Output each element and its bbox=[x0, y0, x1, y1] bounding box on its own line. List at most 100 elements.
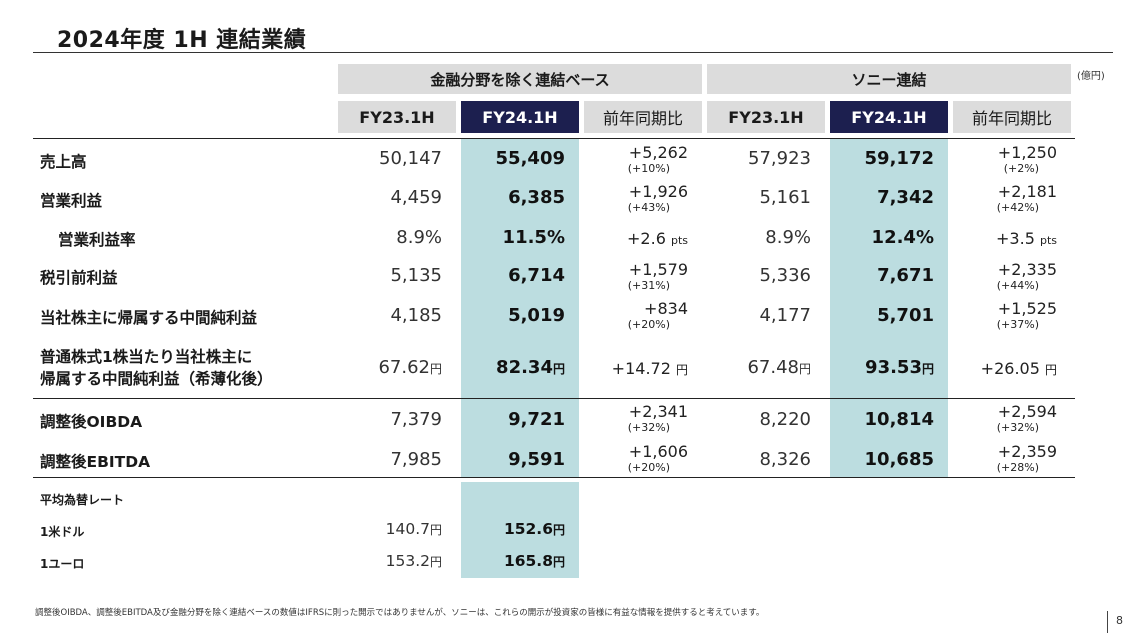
row-label-net-income: 当社株主に帰属する中間純利益 bbox=[40, 309, 258, 327]
fx-eur-curr: 165.8円 bbox=[461, 552, 565, 570]
cell-value: 4,177 bbox=[759, 305, 811, 326]
cell-diff: +1,926 (+43%) bbox=[584, 182, 688, 215]
row-label-adjusted-oibda: 調整後OIBDA bbox=[40, 413, 143, 431]
diff-value: +1,579 bbox=[628, 260, 688, 279]
diff-value: +14.72 bbox=[611, 359, 671, 378]
cell-value: 67.62円 bbox=[338, 357, 442, 378]
cell-value: 93.53円 bbox=[830, 357, 934, 378]
diff-percent: (+10%) bbox=[627, 162, 670, 175]
cell-value: 67.48円 bbox=[707, 357, 811, 378]
cell-value: 9,721 bbox=[508, 409, 565, 430]
diff-percent: (+20%) bbox=[627, 461, 670, 474]
cell-diff: +26.05 円 bbox=[953, 359, 1057, 378]
yen-unit: 円 bbox=[552, 555, 565, 569]
diff-value: +1,926 bbox=[628, 182, 688, 201]
fx-usd-prev: 140.7円 bbox=[338, 520, 442, 538]
pts-unit: pts bbox=[1039, 234, 1057, 247]
yen-unit: 円 bbox=[429, 555, 442, 569]
yen-unit: 円 bbox=[429, 362, 442, 376]
diff-value: +3.5 bbox=[996, 229, 1035, 248]
cell-value: 50,147 bbox=[379, 148, 442, 169]
diff-percent: (+43%) bbox=[627, 201, 670, 214]
fx-eur-prev: 153.2円 bbox=[338, 552, 442, 570]
cell-diff: +14.72 円 bbox=[584, 359, 688, 378]
table-top-rule bbox=[33, 138, 1075, 139]
unit-label: (億円) bbox=[1077, 71, 1105, 82]
cell-value: 12.4% bbox=[871, 227, 934, 248]
cell-diff: +834 (+20%) bbox=[584, 299, 688, 332]
pts-unit: pts bbox=[670, 234, 688, 247]
col-header-right-yoy: 前年同期比 bbox=[953, 101, 1071, 133]
table-mid-rule bbox=[33, 398, 1075, 399]
diff-percent: (+28%) bbox=[996, 461, 1039, 474]
cell-diff: +3.5 pts bbox=[953, 229, 1057, 248]
cell-value: 57,923 bbox=[748, 148, 811, 169]
cell-diff: +1,579 (+31%) bbox=[584, 260, 688, 293]
cell-value: 4,459 bbox=[390, 187, 442, 208]
col-header-right-fy23: FY23.1H bbox=[707, 101, 825, 133]
diff-value: +5,262 bbox=[628, 143, 688, 162]
diff-value: +26.05 bbox=[980, 359, 1040, 378]
diff-percent: (+20%) bbox=[627, 318, 670, 331]
page-number-divider bbox=[1107, 611, 1108, 633]
cell-diff: +2,359 (+28%) bbox=[953, 442, 1057, 475]
cell-value: 5,019 bbox=[508, 305, 565, 326]
cell-diff: +1,525 (+37%) bbox=[953, 299, 1057, 332]
highlight-column-right bbox=[830, 139, 948, 478]
cell-diff: +2,181 (+42%) bbox=[953, 182, 1057, 215]
diff-percent: (+32%) bbox=[996, 421, 1039, 434]
row-label-net-sales: 売上高 bbox=[40, 153, 87, 171]
cell-value: 6,714 bbox=[508, 265, 565, 286]
cell-value: 5,701 bbox=[877, 305, 934, 326]
yen-unit: 円 bbox=[1044, 363, 1057, 377]
col-header-left-fy23: FY23.1H bbox=[338, 101, 456, 133]
yen-unit: 円 bbox=[798, 362, 811, 376]
cell-value: 55,409 bbox=[495, 148, 565, 169]
cell-diff: +1,250 (+2%) bbox=[953, 144, 1057, 176]
cell-value: 11.5% bbox=[502, 227, 565, 248]
yen-unit: 円 bbox=[552, 523, 565, 537]
cell-value: 5,161 bbox=[759, 187, 811, 208]
page-number: 8 bbox=[1116, 614, 1123, 627]
cell-value: 4,185 bbox=[390, 305, 442, 326]
yen-unit: 円 bbox=[675, 363, 688, 377]
eps-value: 67.48 bbox=[747, 357, 799, 378]
diff-value: +2,359 bbox=[997, 442, 1057, 461]
cell-value: 10,685 bbox=[864, 449, 934, 470]
row-label-adjusted-ebitda: 調整後EBITDA bbox=[40, 453, 151, 471]
yen-unit: 円 bbox=[429, 523, 442, 537]
col-header-left-fy24: FY24.1H bbox=[461, 101, 579, 133]
fx-value: 165.8 bbox=[503, 552, 553, 570]
cell-value: 5,336 bbox=[759, 265, 811, 286]
title-divider bbox=[33, 52, 1113, 53]
diff-value: +1,525 bbox=[997, 299, 1057, 318]
col-header-right-fy24: FY24.1H bbox=[830, 101, 948, 133]
cell-value: 7,342 bbox=[877, 187, 934, 208]
diff-value: +2,594 bbox=[997, 402, 1057, 421]
footnote: 調整後OIBDA、調整後EBITDA及び金融分野を除く連結ベースの数値はIFRS… bbox=[35, 608, 765, 618]
row-label-operating-margin: 営業利益率 bbox=[58, 231, 136, 249]
table-bottom-rule bbox=[33, 477, 1075, 478]
fx-value: 152.6 bbox=[503, 520, 553, 538]
row-label-eps-line1: 普通株式1株当たり当社株主に bbox=[40, 348, 253, 366]
fx-usd-curr: 152.6円 bbox=[461, 520, 565, 538]
group-header-excluding-financial: 金融分野を除く連結ベース bbox=[338, 64, 702, 94]
cell-value: 8.9% bbox=[765, 227, 811, 248]
cell-diff: +2,335 (+44%) bbox=[953, 260, 1057, 293]
cell-diff: +5,262 (+10%) bbox=[584, 143, 688, 176]
eps-value: 67.62 bbox=[378, 357, 430, 378]
eps-value: 82.34 bbox=[496, 357, 553, 378]
fx-value: 140.7 bbox=[385, 520, 430, 538]
diff-value: +2,181 bbox=[997, 182, 1057, 201]
cell-diff: +1,606 (+20%) bbox=[584, 443, 688, 475]
highlight-column-left bbox=[461, 139, 579, 478]
eps-value: 93.53 bbox=[865, 357, 922, 378]
cell-diff: +2,594 (+32%) bbox=[953, 402, 1057, 435]
cell-value: 59,172 bbox=[864, 148, 934, 169]
diff-percent: (+32%) bbox=[627, 421, 670, 434]
page-title: 2024年度 1H 連結業績 bbox=[57, 28, 307, 53]
diff-value: +834 bbox=[644, 299, 688, 318]
diff-value: +2,335 bbox=[997, 260, 1057, 279]
cell-value: 5,135 bbox=[390, 265, 442, 286]
cell-diff: +2,341 (+32%) bbox=[584, 403, 688, 435]
